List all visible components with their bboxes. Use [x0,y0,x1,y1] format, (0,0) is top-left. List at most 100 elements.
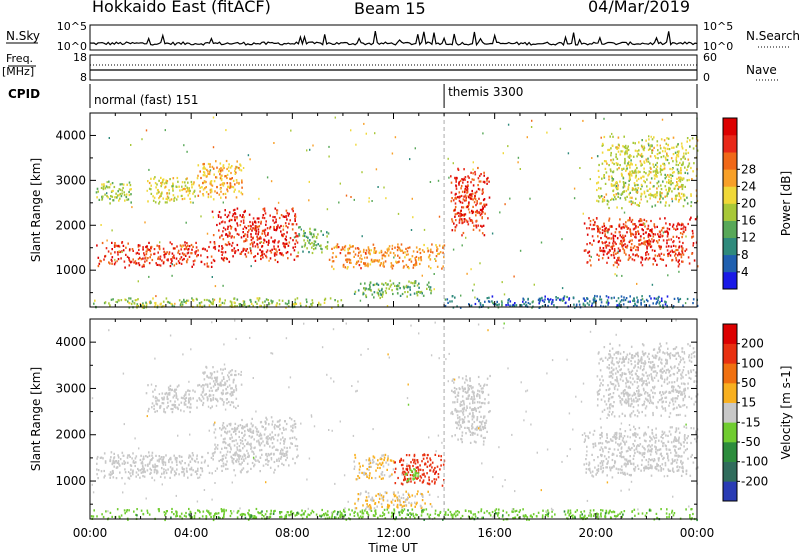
echo-cell [205,191,208,194]
echo-cell [437,473,440,476]
echo-cell [161,183,163,186]
echo-cell [238,456,240,459]
echo-cell [192,397,194,400]
echo-cell [257,237,259,240]
echo-cell [430,292,432,295]
echo-cell [259,432,262,435]
echo-cell [168,252,170,256]
echo-cell [173,256,175,260]
echo-cell [635,190,638,193]
echo-cell [234,428,237,431]
echo-cell [363,473,365,476]
echo-cell [209,394,212,397]
echo-cell [148,181,151,185]
echo-cell [405,253,408,256]
echo-cell [665,245,668,248]
echo-cell [637,171,639,174]
echo-cell [636,155,638,158]
echo-cell [314,247,317,250]
echo-cell [211,472,213,475]
echo-cell [403,475,406,478]
echo-cell [367,505,369,508]
echo-cell [616,261,618,264]
echo-cell [383,456,386,459]
echo-cell [646,227,649,231]
echo-cell [654,226,656,229]
echo-cell [648,240,651,243]
echo-cell [641,264,644,267]
echo-cell [390,265,392,268]
echo-cell [221,253,223,256]
echo-cell [275,253,278,256]
echo-cell [628,179,630,182]
echo-cell [179,244,182,247]
echo-cell [668,223,671,226]
echo-cell [629,176,631,179]
echo-cell [600,136,602,139]
echo-cell [671,200,674,203]
echo-cell [466,406,468,409]
echo-cell [227,185,229,188]
echo-cell [461,418,463,421]
echo-cell [193,189,196,192]
echo-cell [239,439,242,442]
echo-cell [606,162,608,165]
echo-cell [384,255,387,258]
echo-cell [442,463,445,466]
echo-cell [672,153,675,156]
radar-title: Hokkaido East (fitACF) [92,0,271,16]
echo-cell [422,495,424,498]
echo-cell [209,170,211,173]
echo-cell [381,287,383,290]
echo-cell [380,494,383,497]
echo-cell [612,178,615,181]
echo-cell [638,220,640,223]
echo-cell [213,298,216,301]
echo-cell [479,303,482,306]
echo-cell [206,385,209,388]
echo-cell [100,260,102,263]
echo-cell [253,452,255,456]
echo-cell [233,439,235,442]
echo-cell [479,262,481,265]
echo-cell [662,258,665,261]
echo-cell [460,410,462,413]
echo-cell [289,219,291,222]
echo-cell [108,473,111,476]
echo-cell [414,468,416,472]
echo-cell [175,395,178,398]
echo-cell [146,247,149,250]
echo-cell [617,306,619,309]
echo-cell [284,244,286,247]
echo-cell [550,302,553,305]
echo-cell [471,418,474,421]
echo-cell [154,463,156,466]
echo-cell [603,224,606,228]
echo-cell [235,385,237,388]
echo-cell [240,236,243,239]
echo-cell [372,460,375,464]
echo-cell [130,302,133,306]
echo-cell [228,220,231,223]
echo-cell [443,244,446,247]
echo-cell [186,299,188,302]
echo-cell [234,216,236,219]
echo-cell [221,220,224,223]
echo-cell [158,248,161,251]
echo-cell [667,274,669,277]
echo-cell [652,185,654,188]
echo-cell [501,304,503,307]
echo-cell [519,249,522,252]
echo-cell [696,304,699,307]
echo-cell [664,204,667,207]
echo-cell [355,507,358,510]
echo-cell [212,300,215,303]
echo-cell [616,146,618,149]
echo-cell [294,213,297,216]
echo-cell [250,265,252,268]
echo-cell [663,164,666,167]
echo-cell [187,389,190,392]
echo-cell [403,286,405,289]
echo-cell [457,424,460,427]
echo-cell [626,167,628,170]
